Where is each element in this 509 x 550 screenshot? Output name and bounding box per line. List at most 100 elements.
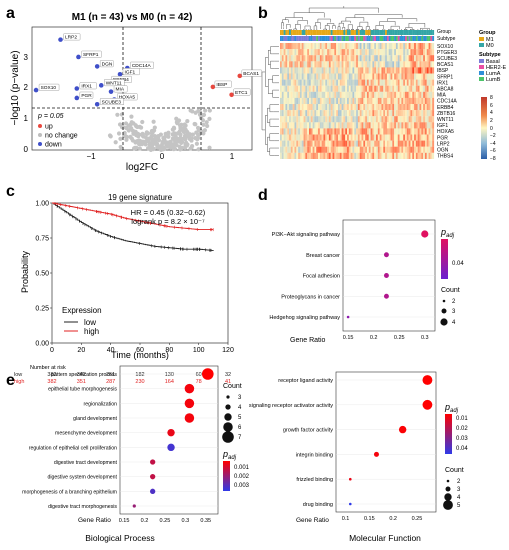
- heatmap-cell: [401, 79, 404, 86]
- heatmap-cell: [423, 85, 426, 92]
- category-label: Focal adhesion: [303, 274, 340, 280]
- nochange-point: [207, 108, 212, 113]
- scale-tick: −2: [490, 133, 496, 139]
- heatmap-cell: [401, 73, 404, 80]
- heatmap-cell: [296, 61, 299, 68]
- heatmap-cell: [359, 97, 362, 105]
- heatmap-cell: [401, 104, 404, 111]
- heatmap-cell: [296, 73, 299, 80]
- heatmap-cell: [388, 55, 391, 62]
- heatmap-cell: [283, 73, 286, 80]
- heatmap-cell: [321, 91, 324, 98]
- gene-label: SCUBE3: [102, 99, 122, 105]
- heatmap-cell: [287, 43, 290, 50]
- heatmap-cell: [347, 49, 349, 56]
- mf-padj-tick: 0.03: [456, 436, 468, 442]
- heatmap-cell: [377, 55, 380, 62]
- heatmap-cell: [395, 43, 398, 50]
- heatmap-cell: [383, 134, 386, 141]
- panel-b: b SOX10PTGER3SCUBE3BCAS1IBSPSFRP1IRX1ABC…: [258, 5, 507, 162]
- bp-count-dot: [224, 413, 232, 421]
- heatmap-cell: [296, 128, 299, 135]
- heatmap-cell: [350, 146, 353, 153]
- heatmap-cell: [301, 73, 304, 80]
- heatmap-cell: [328, 134, 331, 141]
- heatmap-cell: [386, 73, 389, 80]
- group-cell: [405, 30, 407, 35]
- heatmap-cell: [354, 140, 357, 147]
- group-cell: [350, 30, 353, 35]
- heatmap-cell: [287, 49, 290, 56]
- heatmap-cell: [428, 55, 431, 62]
- heatmap-cell: [415, 43, 418, 50]
- heatmap-cell: [366, 110, 369, 117]
- heatmap-cell: [348, 43, 351, 50]
- mf-padj-tick: 0.04: [456, 446, 468, 452]
- heatmap-cell: [392, 73, 395, 80]
- heatmap-cell: [376, 152, 378, 159]
- heatmap-cell: [319, 140, 322, 147]
- heatmap-cell: [357, 104, 360, 111]
- enrichment-dot: [383, 273, 389, 278]
- heatmap-cell: [332, 122, 335, 129]
- heatmap-cell: [417, 128, 420, 135]
- bp-count-label: 6: [238, 425, 242, 431]
- heatmap-cell: [385, 134, 387, 141]
- heatmap-cell: [370, 110, 373, 117]
- heatmap-cell: [354, 43, 357, 50]
- heatmap-cell: [388, 61, 391, 68]
- heatmap-cell: [323, 55, 326, 62]
- heatmap-cell: [397, 122, 400, 129]
- heatmap-cell: [423, 116, 426, 123]
- heatmap-cell: [365, 116, 368, 123]
- heatmap-cell: [294, 67, 297, 74]
- heatmap-cell: [366, 146, 369, 153]
- heatmap-gene-label: WNT11: [437, 117, 454, 123]
- group-cell: [406, 30, 409, 35]
- heatmap-cell: [328, 67, 331, 74]
- heatmap-cell: [307, 110, 310, 117]
- heatmap-cell: [359, 152, 362, 159]
- heatmap-cell: [432, 128, 435, 135]
- heatmap-cell: [347, 110, 349, 117]
- heatmap-cell: [381, 104, 384, 111]
- subtype-cell: [341, 36, 344, 41]
- heatmap-cell: [303, 116, 306, 123]
- row-dendro-branch: [269, 147, 275, 156]
- heatmap-cell: [392, 122, 395, 129]
- heatmap-cell: [426, 116, 429, 123]
- heatmap-cell: [401, 55, 404, 62]
- heatmap-cell: [325, 49, 328, 56]
- dendro-branch: [297, 20, 308, 25]
- heatmap-cell: [381, 73, 384, 80]
- heatmap-cell: [339, 116, 342, 123]
- heatmap-cell: [356, 91, 359, 98]
- row-dendro-branch: [268, 78, 273, 94]
- heatmap-cell: [332, 49, 335, 56]
- heatmap-cell: [403, 152, 406, 159]
- mf-count-label: 4: [457, 495, 461, 501]
- enrichment-dot: [184, 398, 195, 409]
- heatmap-cell: [289, 61, 291, 68]
- panel-c-survival-curves: [52, 202, 214, 252]
- heatmap-cell: [403, 140, 406, 147]
- nochange-point: [146, 131, 151, 136]
- mf-count-dot: [445, 486, 451, 492]
- heatmap-cell: [301, 134, 304, 141]
- heatmap-cell: [352, 104, 355, 111]
- heatmap-cell: [395, 49, 398, 56]
- category-label: digestive tract morphogenesis: [48, 504, 117, 510]
- heatmap-cell: [368, 152, 371, 159]
- heatmap-cell: [285, 152, 288, 159]
- heatmap-cell: [348, 61, 351, 68]
- panel-c-title: 19 gene signature: [108, 193, 173, 202]
- heatmap-cell: [403, 49, 406, 56]
- heatmap-cell: [350, 43, 353, 50]
- heatmap-cell: [337, 134, 340, 141]
- heatmap-cell: [348, 104, 351, 111]
- legend-nochange-label: no change: [45, 133, 78, 140]
- heatmap-cell: [354, 79, 357, 86]
- heatmap-cell: [287, 128, 290, 135]
- nochange-point: [129, 120, 134, 125]
- heatmap-cell: [394, 85, 397, 92]
